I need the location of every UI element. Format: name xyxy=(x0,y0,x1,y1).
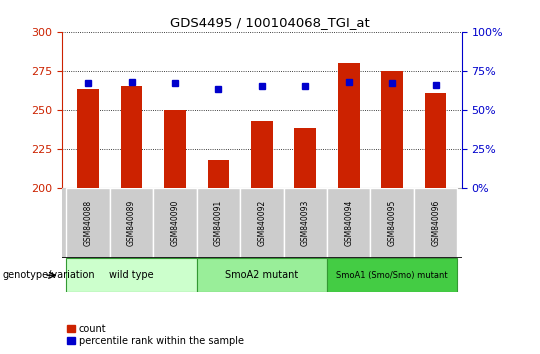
Bar xyxy=(425,93,447,188)
Text: GSM840090: GSM840090 xyxy=(171,200,179,246)
Text: genotype/variation: genotype/variation xyxy=(3,270,96,280)
Bar xyxy=(338,63,360,188)
Bar xyxy=(153,188,197,258)
Bar xyxy=(66,258,197,292)
Bar xyxy=(207,160,230,188)
Bar xyxy=(240,188,284,258)
Bar xyxy=(197,188,240,258)
Bar xyxy=(77,90,99,188)
Bar xyxy=(284,188,327,258)
Bar xyxy=(164,110,186,188)
Text: SmoA1 (Smo/Smo) mutant: SmoA1 (Smo/Smo) mutant xyxy=(336,271,448,280)
Bar xyxy=(370,188,414,258)
Text: GSM840092: GSM840092 xyxy=(258,200,266,246)
Text: wild type: wild type xyxy=(109,270,154,280)
Text: GSM840095: GSM840095 xyxy=(388,200,397,246)
Text: GSM840091: GSM840091 xyxy=(214,200,223,246)
Text: SmoA2 mutant: SmoA2 mutant xyxy=(225,270,299,280)
Bar xyxy=(121,86,143,188)
Bar xyxy=(327,258,457,292)
Bar xyxy=(110,188,153,258)
Bar xyxy=(197,258,327,292)
Text: GSM840089: GSM840089 xyxy=(127,200,136,246)
Bar xyxy=(414,188,457,258)
Bar xyxy=(251,121,273,188)
Bar xyxy=(381,71,403,188)
Legend: count, percentile rank within the sample: count, percentile rank within the sample xyxy=(67,324,244,346)
Bar xyxy=(327,188,370,258)
Text: GSM840093: GSM840093 xyxy=(301,200,310,246)
Text: GSM840088: GSM840088 xyxy=(84,200,93,246)
Text: GSM840096: GSM840096 xyxy=(431,200,440,246)
Bar xyxy=(294,129,316,188)
Text: GDS4495 / 100104068_TGI_at: GDS4495 / 100104068_TGI_at xyxy=(170,16,370,29)
Text: GSM840094: GSM840094 xyxy=(345,200,353,246)
Bar xyxy=(66,188,110,258)
